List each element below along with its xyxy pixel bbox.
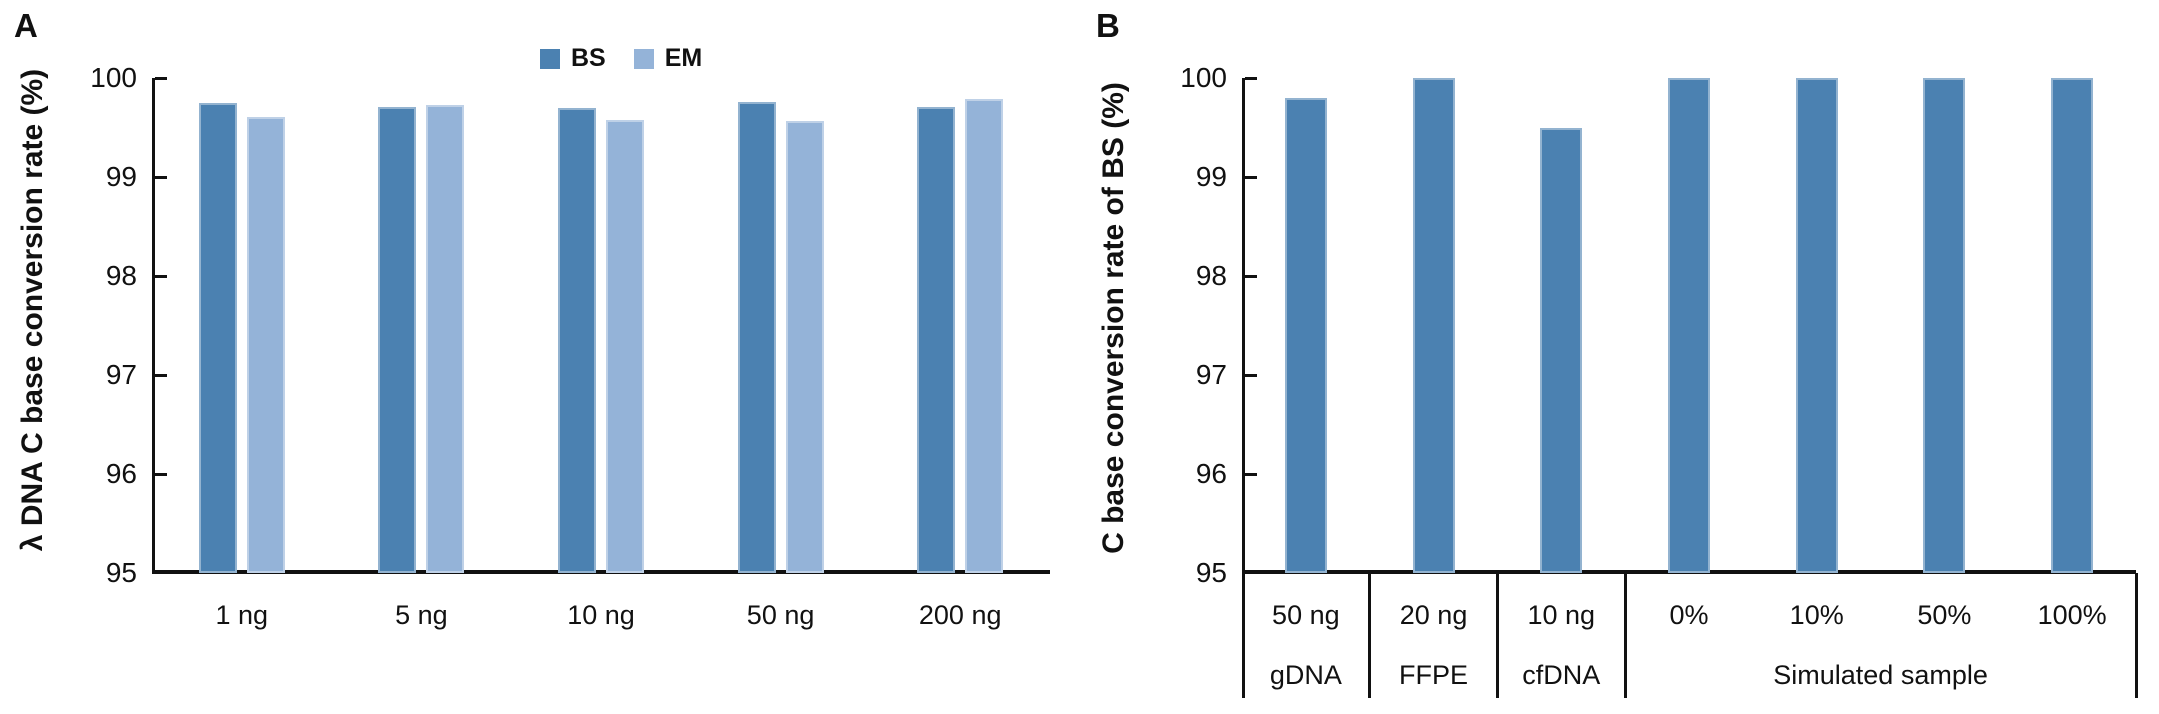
category-label: 5 ng xyxy=(395,600,448,630)
legend-item-bs: BS xyxy=(540,46,606,71)
legend-label-bs: BS xyxy=(571,44,606,72)
y-tick-label: 98 xyxy=(1195,260,1227,291)
y-tick-mark xyxy=(1245,274,1257,278)
y-tick-mark xyxy=(1245,373,1257,377)
y-tick-label: 96 xyxy=(105,458,137,489)
y-tick-label: 100 xyxy=(90,62,137,93)
table-amount-label: 50% xyxy=(1917,600,1972,630)
bar-em-3 xyxy=(785,120,824,573)
y-tick-mark xyxy=(155,472,167,476)
bar-em-2 xyxy=(606,119,644,573)
x-axis xyxy=(152,570,1050,574)
table-group-label: Simulated sample xyxy=(1773,660,1988,690)
y-axis xyxy=(152,78,155,573)
bar-bs-4 xyxy=(917,106,956,573)
y-tick-mark xyxy=(155,76,167,80)
legend-swatch-em xyxy=(633,48,654,69)
category-label: 10 ng xyxy=(567,600,635,630)
bar-bs-1 xyxy=(378,106,417,573)
table-divider-0 xyxy=(1368,573,1372,698)
y-tick-label: 95 xyxy=(105,557,137,588)
table-divider-3 xyxy=(2134,573,2138,698)
bar-bs-5 xyxy=(1923,78,1966,573)
table-amount-label: 0% xyxy=(1669,600,1709,630)
table-amount-label: 10% xyxy=(1789,600,1844,630)
bar-em-0 xyxy=(246,116,285,573)
y-tick-label: 99 xyxy=(1195,161,1227,192)
legend-item-em: EM xyxy=(633,44,703,72)
y-tick-label: 99 xyxy=(105,161,137,192)
y-tick-label: 96 xyxy=(1195,458,1227,489)
bar-bs-3 xyxy=(1668,78,1710,573)
category-label: 1 ng xyxy=(215,600,269,630)
table-amount-label: 100% xyxy=(2037,600,2107,630)
table-group-label: FFPE xyxy=(1399,660,1469,690)
legend-swatch-bs xyxy=(540,48,560,69)
table-amount-label: 10 ng xyxy=(1527,600,1596,630)
y-tick-mark xyxy=(1245,175,1257,179)
legend-label-em: EM xyxy=(664,44,703,72)
y-tick-mark xyxy=(1245,472,1257,476)
y-tick-label: 100 xyxy=(1180,62,1227,93)
category-label: 200 ng xyxy=(918,600,1002,630)
y-axis xyxy=(1242,78,1245,698)
bar-bs-2 xyxy=(558,107,596,573)
table-divider-2 xyxy=(1623,573,1627,698)
panel-b-y-axis-title: C base conversion rate of BS (%) xyxy=(1097,82,1130,554)
panel-a-y-axis-title: λ DNA C base conversion rate (%) xyxy=(16,68,49,552)
bar-bs-0 xyxy=(198,102,237,573)
y-tick-label: 98 xyxy=(105,260,137,291)
bar-bs-1 xyxy=(1412,78,1455,573)
table-group-label: cfDNA xyxy=(1522,660,1601,690)
panel-b-letter: B xyxy=(1096,7,1120,44)
y-tick-mark xyxy=(155,274,167,278)
category-label: 50 ng xyxy=(746,600,815,630)
bar-bs-4 xyxy=(1795,78,1838,573)
y-tick-mark xyxy=(155,175,167,179)
y-tick-label: 97 xyxy=(1195,359,1227,390)
bar-bs-0 xyxy=(1284,97,1327,573)
y-tick-label: 97 xyxy=(105,359,137,390)
table-divider-1 xyxy=(1495,573,1499,698)
panel-a-letter: A xyxy=(14,7,38,44)
y-tick-mark xyxy=(155,373,167,377)
bar-bs-3 xyxy=(737,101,776,573)
table-amount-label: 50 ng xyxy=(1272,600,1340,630)
table-group-label: gDNA xyxy=(1269,660,1342,690)
bar-bs-2 xyxy=(1540,127,1583,573)
bar-em-1 xyxy=(426,104,465,573)
bar-bs-6 xyxy=(2051,78,2094,573)
panel-a-legend: BS EM xyxy=(540,46,702,71)
bar-em-4 xyxy=(965,98,1004,573)
table-amount-label: 20 ng xyxy=(1399,600,1468,630)
y-tick-label: 95 xyxy=(1195,557,1227,588)
y-tick-mark xyxy=(1245,76,1257,80)
